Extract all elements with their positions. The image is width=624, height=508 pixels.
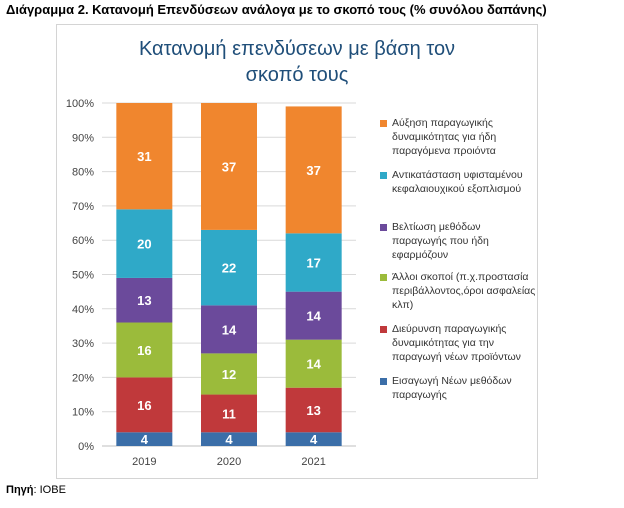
legend-label: Εισαγωγή Νέων μεθόδων παραγωγής xyxy=(392,375,512,401)
source-value: ΙΟΒΕ xyxy=(39,484,66,496)
source-label: Πηγή xyxy=(6,484,34,496)
legend-swatch xyxy=(380,274,387,281)
figure-caption: Διάγραμμα 2. Κατανομή Επενδύσεων ανάλογα… xyxy=(6,2,547,17)
y-tick-label: 90% xyxy=(72,132,94,144)
chart-title: Κατανομή επενδύσεων με βάση τον σκοπό το… xyxy=(56,36,538,88)
data-label: 13 xyxy=(137,293,151,308)
y-tick-label: 20% xyxy=(72,372,94,384)
bar-segment xyxy=(116,209,173,278)
source-note: Πηγή: ΙΟΒΕ xyxy=(6,484,66,496)
data-label: 22 xyxy=(222,261,236,276)
legend-swatch xyxy=(380,326,387,333)
data-label: 4 xyxy=(310,432,318,447)
legend-swatch xyxy=(380,224,387,231)
bar-segment xyxy=(116,322,173,378)
y-tick-label: 100% xyxy=(66,98,94,110)
legend-label: Άλλοι σκοποί (π.χ.προστασία περιβάλλοντο… xyxy=(392,271,536,311)
data-label: 4 xyxy=(225,432,233,447)
legend-label: Αύξηση παραγωγικής δυναμικότητας για ήδη… xyxy=(392,117,497,157)
data-label: 37 xyxy=(306,163,320,178)
data-label: 4 xyxy=(141,432,149,447)
bar-segment xyxy=(201,394,257,433)
bar-segment xyxy=(285,387,342,433)
legend-swatch xyxy=(380,378,387,385)
y-tick-label: 80% xyxy=(72,167,94,179)
bar-segment xyxy=(285,291,342,340)
bar-segment xyxy=(201,229,257,306)
data-label: 13 xyxy=(306,403,320,418)
source-separator: : xyxy=(33,484,40,496)
x-tick-label: 2021 xyxy=(301,456,325,468)
bar-segment xyxy=(116,277,173,323)
y-tick-label: 60% xyxy=(72,235,94,247)
data-label: 14 xyxy=(222,322,237,337)
legend-label: Βελτίωση μεθόδων παραγωγής που ήδη εφαρμ… xyxy=(392,221,489,261)
legend-label: Αντικατάσταση υφισταμένου κεφαλαιουχικού… xyxy=(392,169,523,195)
bar-segment xyxy=(116,432,173,446)
y-tick-label: 0% xyxy=(78,441,94,453)
chart-title-line-2: σκοπό τους xyxy=(245,64,349,86)
data-label: 14 xyxy=(306,309,321,324)
legend-swatch xyxy=(380,120,387,127)
x-tick-label: 2019 xyxy=(132,456,156,468)
data-label: 11 xyxy=(222,406,236,421)
data-label: 20 xyxy=(137,237,151,252)
bar-segment xyxy=(285,339,342,388)
data-label: 16 xyxy=(137,398,151,413)
y-tick-label: 40% xyxy=(72,304,94,316)
data-label: 17 xyxy=(306,255,320,270)
data-label: 14 xyxy=(306,357,321,372)
bar-segment xyxy=(285,432,342,446)
legend-swatch xyxy=(380,172,387,179)
data-label: 16 xyxy=(137,343,151,358)
data-label: 31 xyxy=(137,149,151,164)
chart-title-line-1: Κατανομή επενδύσεων με βάση τον xyxy=(138,38,456,60)
x-tick-label: 2020 xyxy=(217,456,241,468)
y-tick-label: 30% xyxy=(72,338,94,350)
bar-segment xyxy=(285,233,342,292)
bar-segment xyxy=(116,103,173,210)
y-tick-label: 50% xyxy=(72,270,94,282)
bar-segment xyxy=(201,103,257,230)
bar-segment xyxy=(116,377,173,433)
y-tick-label: 10% xyxy=(72,407,94,419)
data-label: 37 xyxy=(222,159,236,174)
data-label: 12 xyxy=(222,367,236,382)
y-tick-label: 70% xyxy=(72,201,94,213)
bar-segment xyxy=(201,432,257,446)
legend-label: Διεύρυνση παραγωγικής δυναμικότητας για … xyxy=(392,323,521,363)
bar-segment xyxy=(285,106,342,234)
bar-segment xyxy=(201,353,257,395)
bar-segment xyxy=(201,305,257,354)
